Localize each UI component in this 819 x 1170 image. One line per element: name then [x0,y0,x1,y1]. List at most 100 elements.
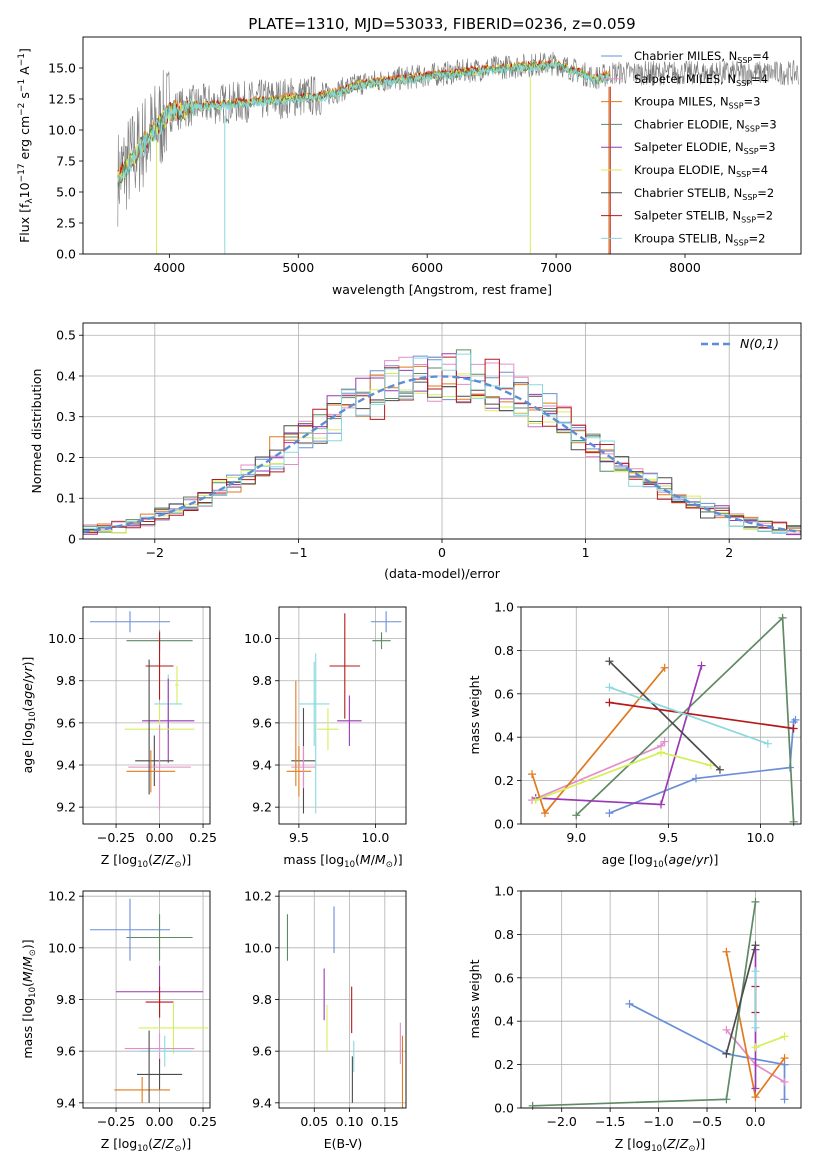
weight-line [532,901,757,1107]
x-axis-label: Z [log10(Z/Z⊙)] [101,1136,191,1154]
y-axis-label: Flux [fλ10−17 erg cm−2 s−1 A−1] [17,48,35,243]
y-axis-label: mass weight [467,675,482,754]
legend-label: Kroupa MILES, NSSP=3 [634,95,760,111]
legend-label: Kroupa ELODIE, NSSP=4 [634,163,768,179]
weight-marker [791,715,800,724]
x-tick-label: 9.5 [658,830,678,845]
weight-marker [572,811,581,820]
x-tick-label: −2 [146,545,164,560]
y-axis-label: mass [log10(M/M⊙)] [20,939,38,1058]
y-axis-label: mass weight [467,959,482,1038]
y-tick-label: 9.6 [252,1044,272,1059]
y-tick-label: 0.8 [494,643,514,658]
weight-marker [780,1054,789,1063]
x-axis-label: (data-model)/error [384,566,501,581]
x-tick-label: 0.05 [300,1114,328,1129]
y-tick-label: 9.4 [56,1095,76,1110]
weight-marker [697,661,706,670]
x-axis-label: E(B-V) [324,1136,363,1151]
y-tick-label: 0.4 [494,730,514,745]
weight-marker [751,1084,760,1093]
weight-marker [660,737,669,746]
weight-vs-metallicity-panel: −2.0 −1.5 −1.0 −0.5 0.0 0.0 0.2 0.4 0.6 0.8 1.0 Z [… [467,884,802,1154]
axes-frame [82,606,211,825]
x-tick-label: −1.0 [643,1114,673,1129]
weight-line [725,945,757,1055]
mass-vs-ebv-panel: 0.05 0.10 0.15 9.4 9.6 9.8 10.0 10.2 E(B-V) [244,889,407,1151]
y-tick-label: 10.0 [48,940,76,955]
weight-marker [751,967,760,976]
weight-marker [706,761,715,770]
y-tick-label: 15.0 [48,61,76,76]
y-tick-label: 7.5 [56,154,76,169]
weight-marker [531,796,540,805]
x-tick-label: −1.5 [595,1114,625,1129]
y-tick-label: 10.0 [48,123,76,138]
x-tick-label: 0.10 [336,1114,364,1129]
y-tick-label: 9.8 [56,992,76,1007]
model-spectrum [117,59,611,185]
y-tick-label: 0.0 [56,247,76,262]
weight-marker [751,1023,760,1032]
x-tick-label: 9.0 [566,830,586,845]
x-tick-label: 10.0 [747,830,775,845]
weight-marker [778,613,787,622]
weight-marker [625,999,634,1008]
y-tick-label: 9.4 [252,758,272,773]
x-tick-label: 7000 [540,260,572,275]
legend-label: Chabrier ELODIE, NSSP=3 [634,117,777,133]
model-spectrum [117,61,611,182]
y-tick-label: 9.2 [56,800,76,815]
weight-line [609,686,769,745]
weight-line [609,701,794,730]
axes-frame [520,890,802,1109]
x-tick-label: 0 [438,545,446,560]
weight-marker [657,800,665,809]
x-tick-label: 8000 [669,260,701,275]
weight-marker [751,897,760,906]
x-tick-label: 0.00 [146,830,174,845]
weight-marker [780,1095,789,1104]
y-tick-label: 0.2 [494,1057,514,1072]
weight-marker [605,809,614,818]
weight-marker [715,765,724,774]
weight-marker [540,809,549,818]
y-tick-label: 5.0 [56,185,76,200]
weight-marker [692,774,700,783]
x-axis-label: age [log10(age/yr)] [602,852,719,870]
x-tick-label: 1 [582,545,590,560]
y-tick-label: 0.5 [56,328,76,343]
y-tick-label: 9.4 [56,758,76,773]
x-tick-label: 6000 [411,260,443,275]
x-tick-label: 9.5 [289,830,309,845]
legend-label: Salpeter STELIB, NSSP=2 [634,209,773,225]
x-tick-label: −1 [289,545,307,560]
weight-marker [789,724,798,733]
y-tick-label: 9.2 [252,800,272,815]
x-tick-label: −2.0 [547,1114,577,1129]
y-axis-label: age [log10(age/yr)] [20,657,38,774]
weight-marker [751,1093,760,1102]
x-tick-label: 0.25 [189,1114,217,1129]
y-tick-label: 0.3 [56,409,76,424]
x-tick-label: 4000 [153,260,185,275]
x-tick-label: 0.15 [371,1114,399,1129]
y-tick-label: 0 [68,532,76,547]
weight-marker [605,683,614,692]
legend-label: Kroupa STELIB, NSSP=2 [634,231,765,247]
y-tick-label: 1.0 [494,600,514,615]
x-axis-label: wavelength [Angstrom, rest frame] [332,282,552,297]
legend-label: Chabrier STELIB, NSSP=2 [634,186,774,202]
axes-frame [278,606,407,825]
legend-label: Chabrier MILES, NSSP=4 [634,49,769,65]
x-tick-label: −0.5 [692,1114,722,1129]
y-tick-label: 0.4 [56,368,76,383]
weight-marker [660,663,669,672]
y-tick-label: 12.5 [48,92,76,107]
legend-label: Salpeter ELODIE, NSSP=3 [634,140,776,156]
x-tick-label: 0.25 [189,830,217,845]
y-tick-label: 2.5 [56,216,76,231]
y-tick-label: 9.6 [56,715,76,730]
weight-marker [722,1095,731,1104]
